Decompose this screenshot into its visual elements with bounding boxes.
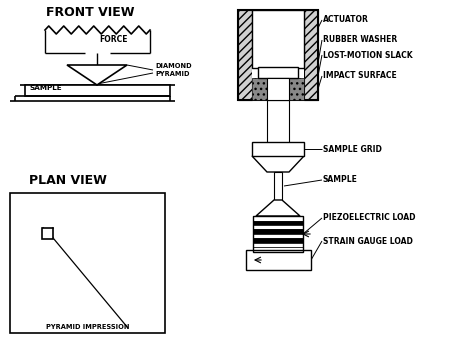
Bar xyxy=(252,78,267,100)
Bar xyxy=(289,78,304,100)
Text: STRAIN GAUGE LOAD: STRAIN GAUGE LOAD xyxy=(323,237,413,245)
Polygon shape xyxy=(252,156,304,172)
Bar xyxy=(238,10,318,100)
Bar xyxy=(253,234,303,238)
Bar xyxy=(253,238,303,243)
Text: SAMPLE: SAMPLE xyxy=(323,175,358,184)
Bar xyxy=(252,10,304,100)
Polygon shape xyxy=(67,65,127,85)
Text: LOST-MOTION SLACK: LOST-MOTION SLACK xyxy=(323,50,413,60)
Bar xyxy=(246,250,311,270)
Bar xyxy=(258,67,298,78)
Bar xyxy=(253,216,303,252)
Polygon shape xyxy=(256,200,300,216)
Bar xyxy=(253,247,303,252)
Bar xyxy=(238,10,252,100)
Bar xyxy=(253,216,303,221)
Text: DIAMOND
PYRAMID: DIAMOND PYRAMID xyxy=(155,63,191,77)
Bar xyxy=(43,228,54,238)
Bar xyxy=(267,100,289,153)
Text: SAMPLE GRID: SAMPLE GRID xyxy=(323,144,382,153)
Text: ACTUATOR: ACTUATOR xyxy=(323,16,369,24)
Bar xyxy=(253,221,303,225)
Text: PLAN VIEW: PLAN VIEW xyxy=(29,174,107,187)
Bar xyxy=(10,193,165,333)
Bar xyxy=(274,172,282,200)
Bar xyxy=(267,78,289,100)
Bar xyxy=(253,229,303,234)
Bar xyxy=(253,225,303,229)
Bar xyxy=(252,10,304,68)
Text: PYRAMID IMPRESSION: PYRAMID IMPRESSION xyxy=(46,324,130,330)
Text: PIEZOELECTRIC LOAD: PIEZOELECTRIC LOAD xyxy=(323,214,416,222)
Text: IMPACT SURFACE: IMPACT SURFACE xyxy=(323,71,397,80)
Text: RUBBER WASHER: RUBBER WASHER xyxy=(323,35,397,45)
Bar xyxy=(252,142,304,156)
Text: FORCE: FORCE xyxy=(99,35,128,45)
Bar xyxy=(25,85,170,96)
Text: SAMPLE: SAMPLE xyxy=(30,85,63,91)
Bar xyxy=(253,243,303,247)
Bar xyxy=(304,10,318,100)
Text: FRONT VIEW: FRONT VIEW xyxy=(46,6,134,18)
